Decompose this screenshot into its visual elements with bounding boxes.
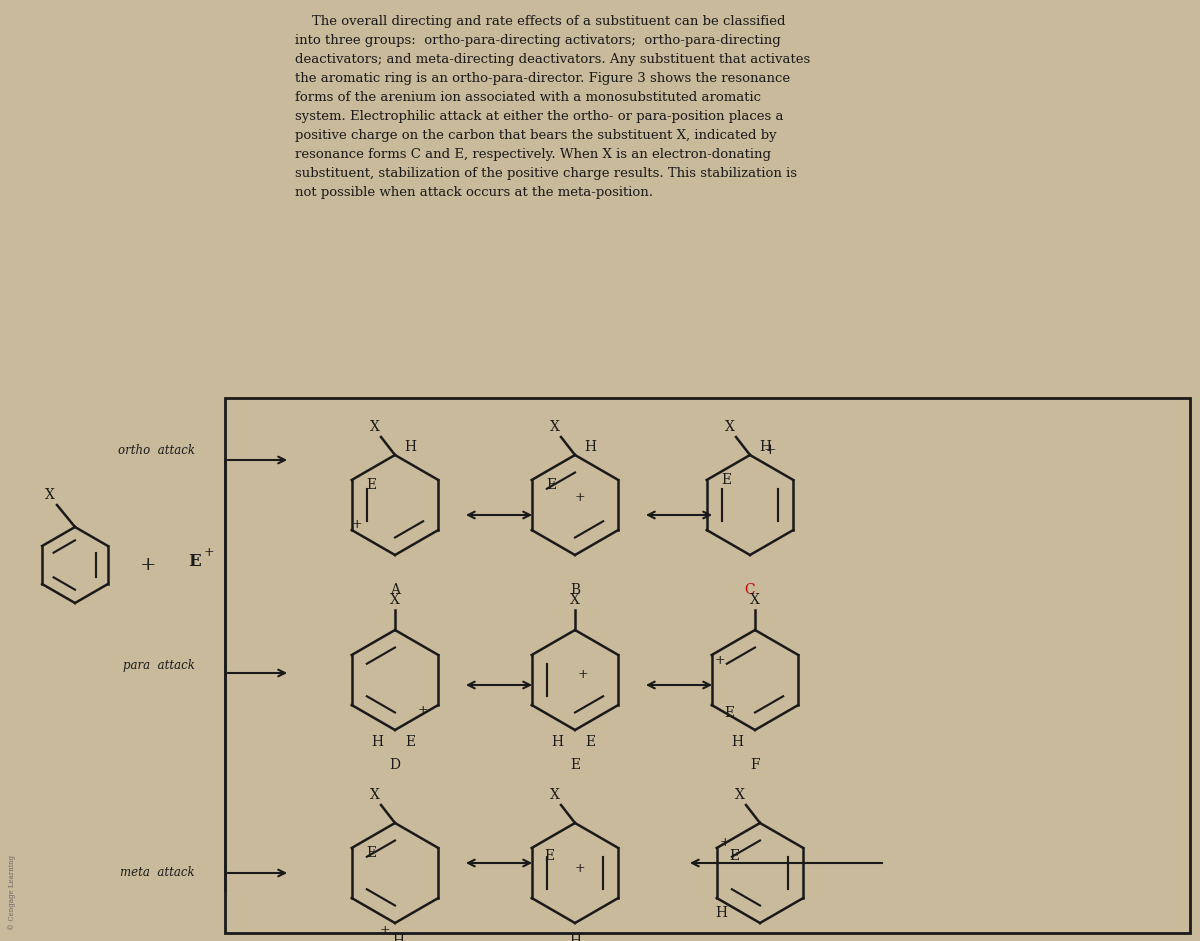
Text: E: E — [584, 735, 595, 749]
Text: X: X — [750, 593, 760, 607]
Text: X: X — [550, 788, 560, 802]
Text: E: E — [545, 849, 554, 863]
Text: ortho  attack: ortho attack — [118, 443, 194, 456]
Text: E: E — [367, 846, 377, 860]
Text: E: E — [730, 849, 739, 863]
Text: H: H — [569, 934, 581, 941]
Text: X: X — [725, 420, 734, 434]
Text: +: + — [577, 668, 588, 681]
Text: H: H — [760, 440, 772, 454]
Text: X: X — [390, 593, 400, 607]
Text: E: E — [188, 553, 202, 570]
Text: H: H — [731, 735, 743, 749]
Text: B: B — [570, 583, 580, 597]
Text: © Cengage Learning: © Cengage Learning — [8, 855, 16, 930]
Text: F: F — [750, 758, 760, 772]
Text: +: + — [575, 862, 586, 874]
Text: H: H — [371, 735, 383, 749]
Text: E: E — [547, 478, 557, 492]
Text: H: H — [392, 934, 404, 941]
Text: H: H — [404, 440, 416, 454]
Text: X: X — [46, 488, 55, 502]
Text: +: + — [352, 518, 362, 532]
Text: X: X — [736, 788, 745, 802]
Text: E: E — [367, 478, 377, 492]
Text: meta  attack: meta attack — [120, 867, 194, 880]
Text: E: E — [721, 473, 732, 487]
Text: X: X — [370, 788, 380, 802]
Text: +: + — [379, 924, 390, 937]
Text: E: E — [725, 706, 734, 720]
Text: +: + — [719, 837, 730, 850]
Text: +: + — [763, 443, 776, 457]
Text: +: + — [418, 704, 428, 716]
Text: H: H — [715, 906, 727, 920]
Text: +: + — [204, 547, 215, 560]
Text: X: X — [570, 593, 580, 607]
Text: The overall directing and rate effects of a substituent can be classified
into t: The overall directing and rate effects o… — [295, 15, 810, 199]
Text: H: H — [551, 735, 563, 749]
Text: E: E — [570, 758, 580, 772]
Text: +: + — [714, 653, 725, 666]
Text: X: X — [370, 420, 380, 434]
Text: A: A — [390, 583, 400, 597]
Text: E: E — [404, 735, 415, 749]
Text: para  attack: para attack — [124, 659, 194, 672]
Text: +: + — [139, 556, 156, 574]
Text: D: D — [390, 758, 401, 772]
Text: C: C — [745, 583, 755, 597]
Text: X: X — [550, 420, 560, 434]
Text: +: + — [575, 490, 586, 503]
Text: H: H — [584, 440, 596, 454]
